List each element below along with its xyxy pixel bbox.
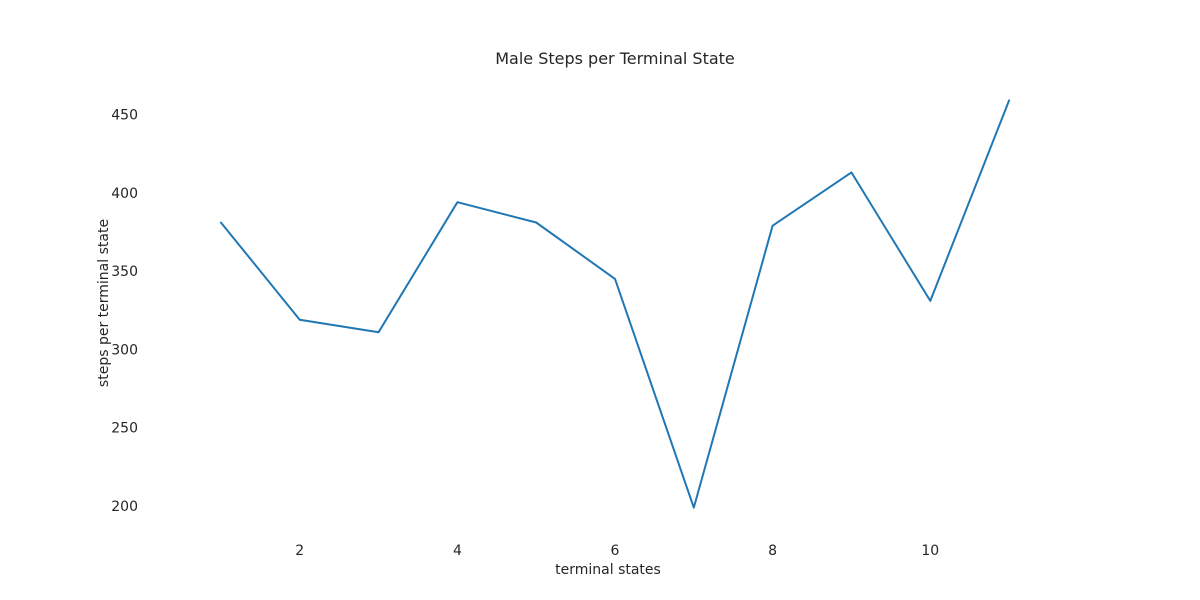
series-line xyxy=(219,99,1011,509)
x-axis-ticks: 2 4 6 8 10 xyxy=(295,543,939,559)
x-tick-label: 2 xyxy=(295,543,304,559)
x-tick-label: 6 xyxy=(611,543,620,559)
plot-series xyxy=(219,99,1011,509)
y-tick-label: 350 xyxy=(111,264,138,280)
x-tick-label: 10 xyxy=(921,543,939,559)
y-tick-label: 250 xyxy=(111,421,138,437)
x-tick-label: 4 xyxy=(453,543,462,559)
y-tick-label: 300 xyxy=(111,342,138,358)
x-axis-label: terminal states xyxy=(555,562,661,578)
y-tick-label: 400 xyxy=(111,186,138,202)
y-axis-label: steps per terminal state xyxy=(96,219,112,387)
chart-title: Male Steps per Terminal State xyxy=(495,49,735,68)
y-tick-label: 450 xyxy=(111,108,138,124)
y-tick-label: 200 xyxy=(111,499,138,515)
y-axis-ticks: 200 250 300 350 400 450 xyxy=(111,108,138,516)
x-tick-label: 8 xyxy=(768,543,777,559)
